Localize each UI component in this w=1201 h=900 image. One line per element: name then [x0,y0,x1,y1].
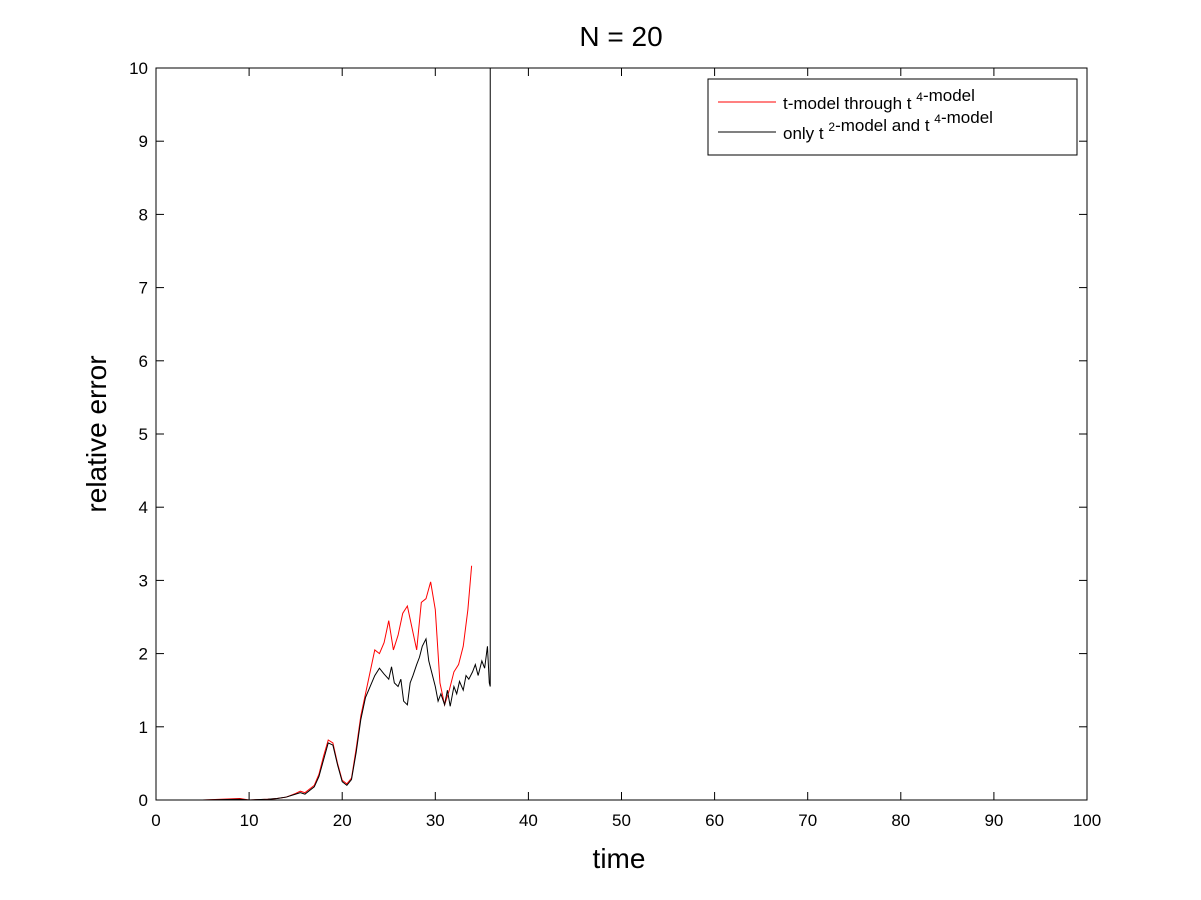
y-tick-label: 7 [139,279,148,298]
x-tick-label: 90 [984,811,1003,830]
x-tick-label: 40 [519,811,538,830]
legend-label-1: t-model through t 4-model [783,86,975,113]
series-line-1 [156,565,473,800]
x-tick-label: 20 [333,811,352,830]
x-tick-label: 60 [705,811,724,830]
chart-title: N = 20 [579,21,662,52]
y-tick-label: 8 [139,205,148,224]
y-tick-label: 1 [139,718,148,737]
x-tick-label: 50 [612,811,631,830]
x-tick-label: 30 [426,811,445,830]
y-tick-label: 3 [139,571,148,590]
axes-box [155,67,1088,801]
series-line-2 [156,68,492,800]
y-tick-label: 2 [139,645,148,664]
legend-label-2: only t 2-model and t 4-model [783,108,993,143]
y-tick-label: 5 [139,425,148,444]
y-tick-label: 4 [139,498,148,517]
x-tick-label: 100 [1073,811,1101,830]
x-tick-label: 70 [798,811,817,830]
y-tick-label: 10 [129,59,148,78]
y-tick-label: 0 [139,791,148,810]
x-tick-label: 80 [891,811,910,830]
plot-area: 0 10 20 30 40 50 60 70 80 90 100 0 1 2 3 4 5 6 7 8 9 10 [129,59,1101,830]
x-tick-label: 0 [151,811,160,830]
y-axis-title: relative error [81,355,112,512]
legend-box [707,78,1078,156]
x-axis-title: time [593,843,646,874]
x-tick-label: 10 [240,811,259,830]
y-tick-label: 6 [139,352,148,371]
y-tick-label: 9 [139,132,148,151]
